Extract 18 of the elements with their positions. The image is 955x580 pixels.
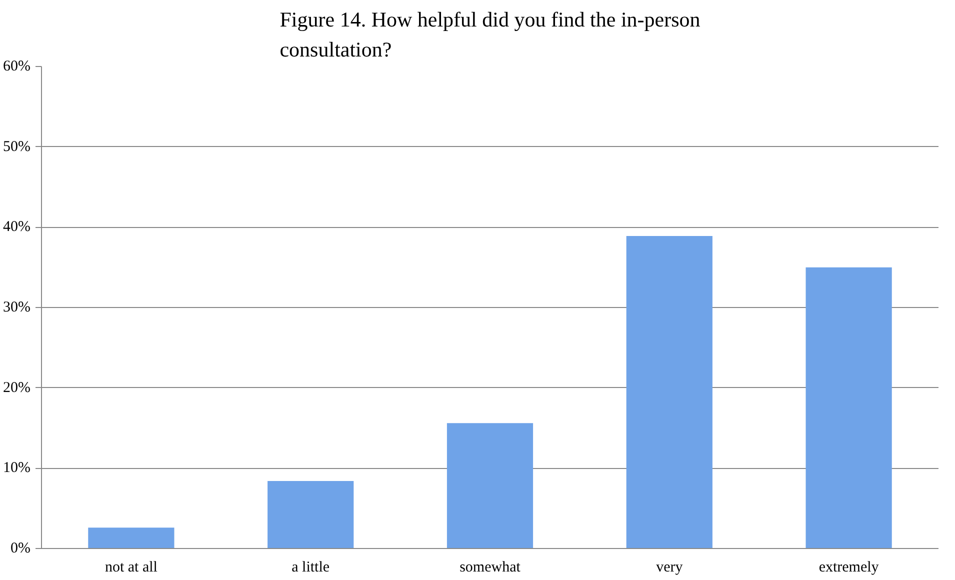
x-tick-label: not at all bbox=[104, 560, 158, 576]
y-tick-label: 0% bbox=[10, 540, 31, 556]
bar bbox=[88, 528, 174, 548]
y-tick-label: 40% bbox=[3, 219, 31, 236]
x-tick-label: very bbox=[656, 560, 684, 576]
y-tick-label: 50% bbox=[3, 138, 31, 155]
y-tick-label: 60% bbox=[3, 58, 31, 74]
bar bbox=[806, 267, 892, 548]
bar bbox=[626, 236, 712, 548]
x-tick-label: a little bbox=[292, 560, 330, 576]
y-tick-label: 20% bbox=[3, 380, 31, 396]
x-tick-label: extremely bbox=[818, 560, 880, 576]
y-tick-label: 10% bbox=[3, 460, 31, 476]
chart-title: Figure 14. How helpful did you find the in-person consultation? bbox=[280, 8, 701, 62]
x-tick-label: somewhat bbox=[460, 560, 522, 576]
bar bbox=[268, 481, 354, 548]
y-tick-label: 30% bbox=[3, 300, 31, 316]
bar bbox=[446, 423, 534, 548]
